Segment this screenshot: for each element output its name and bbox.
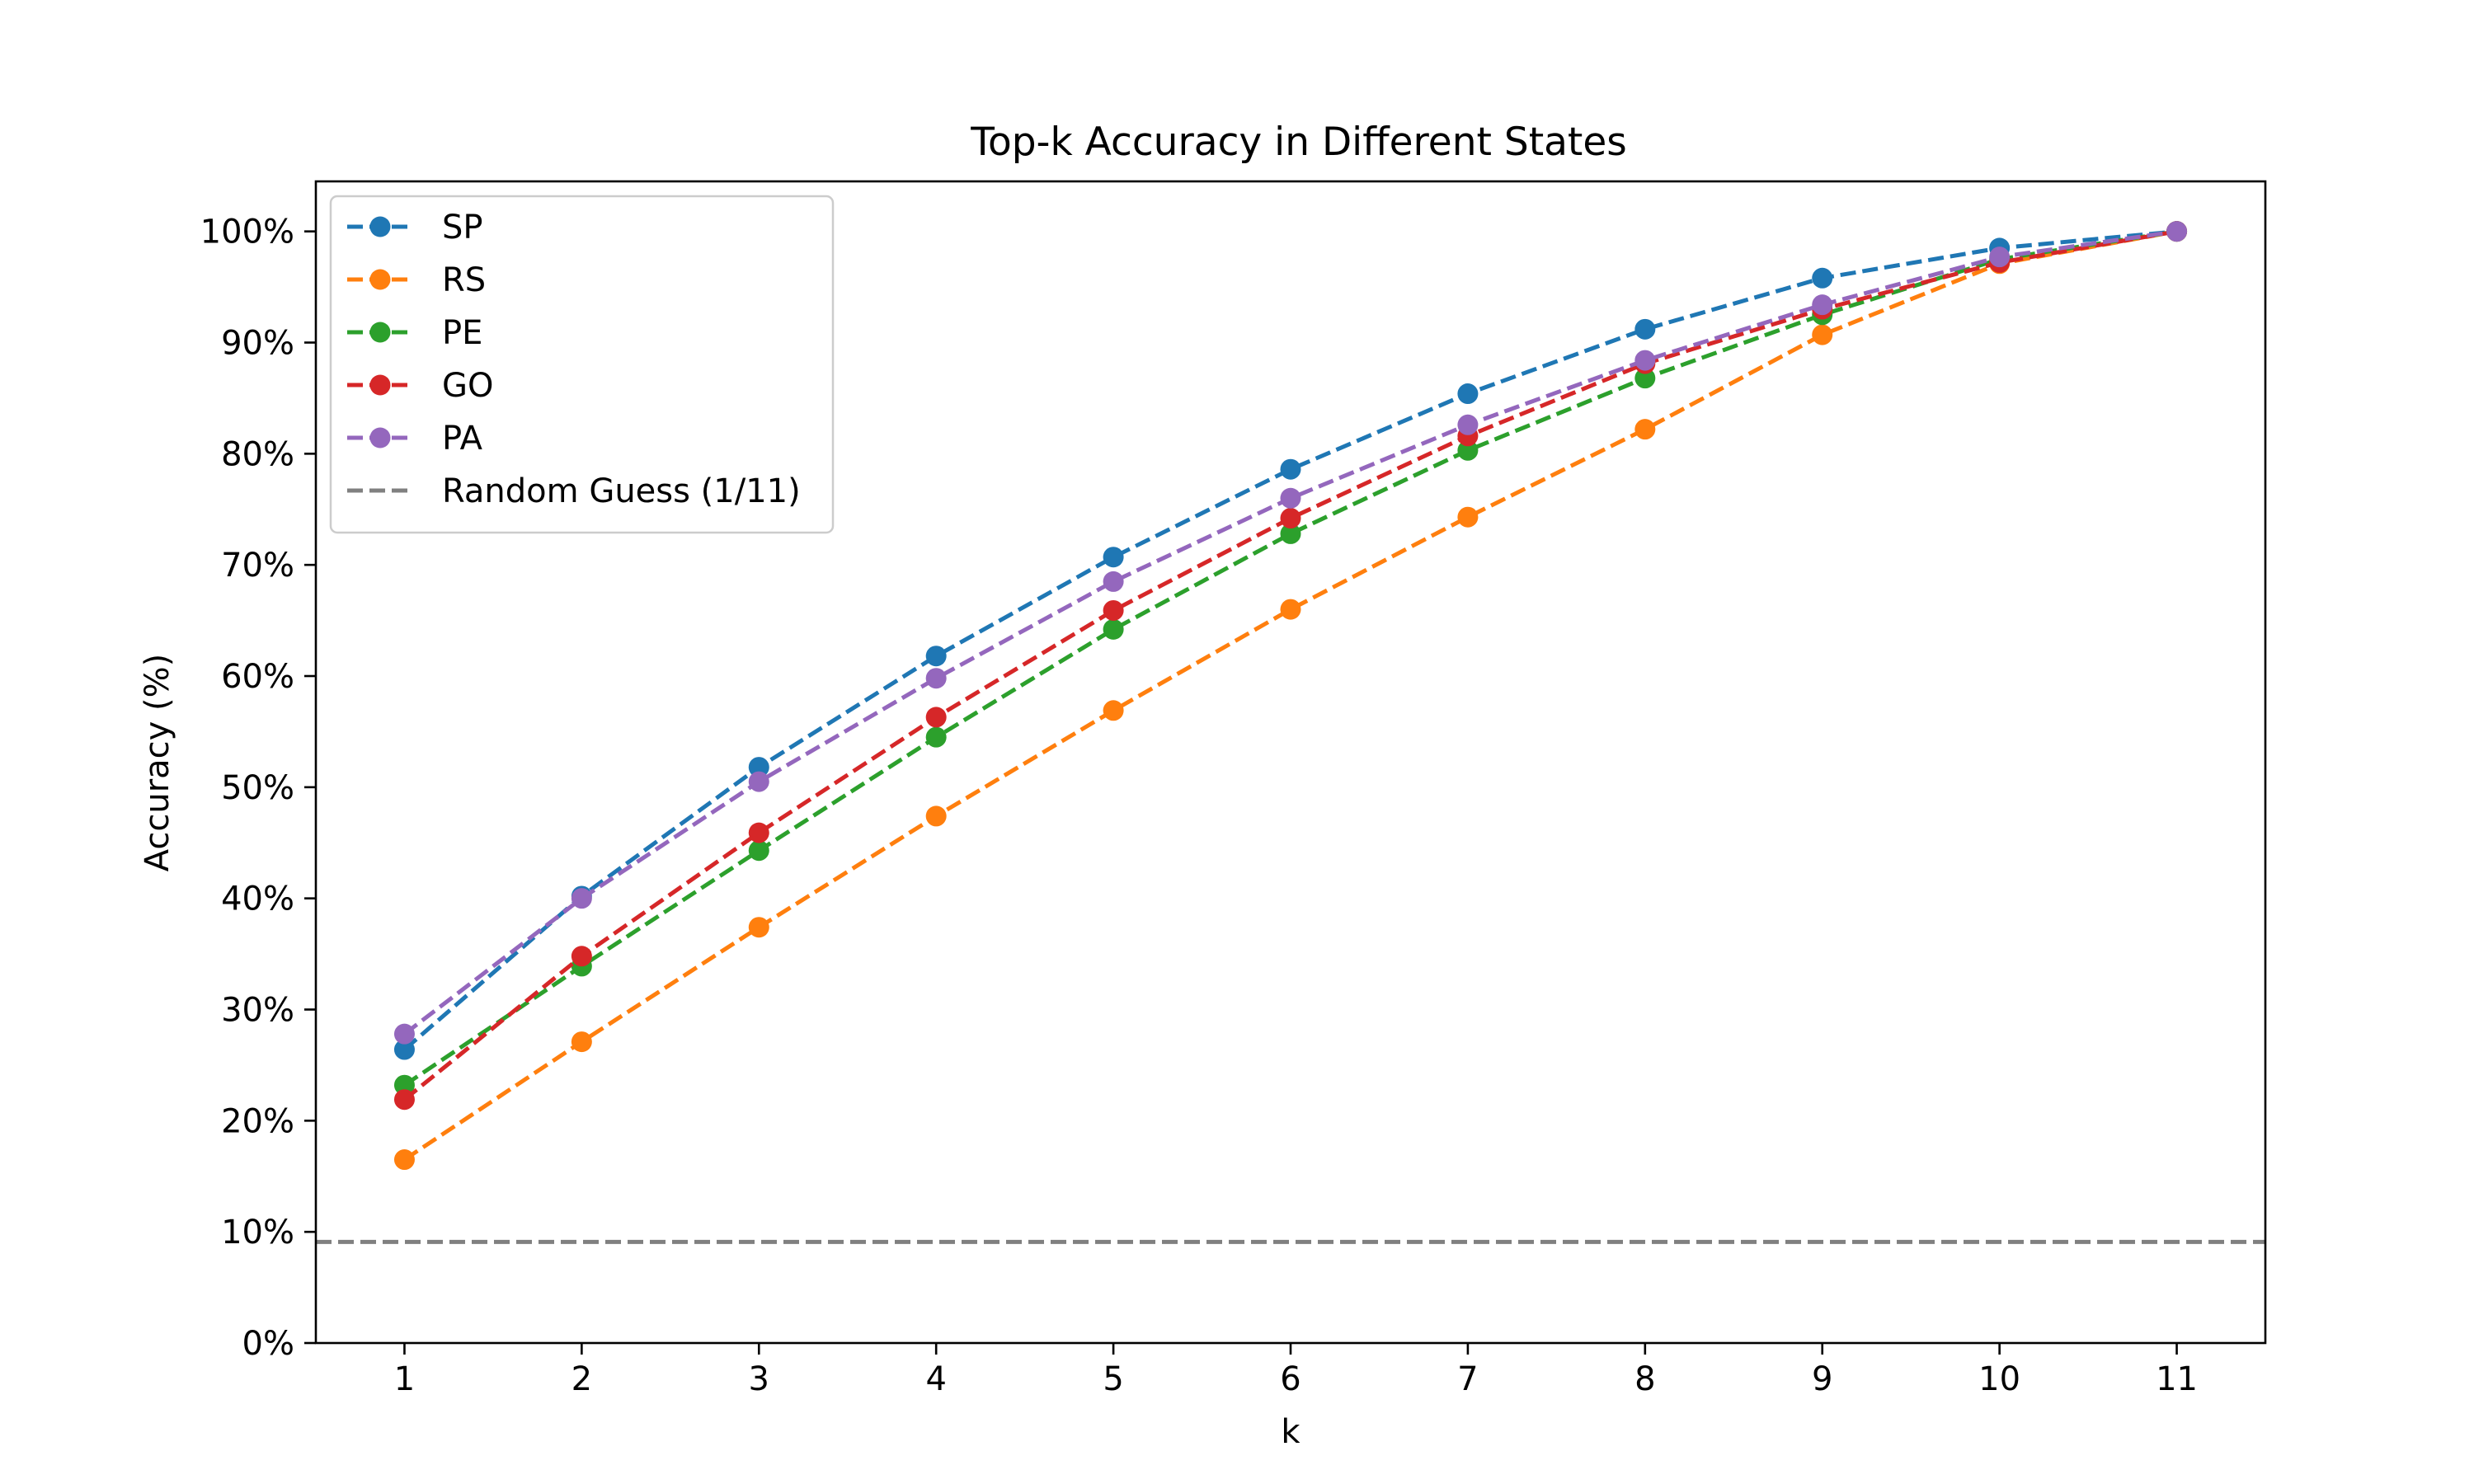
point-pa-k2 xyxy=(571,888,592,909)
point-pa-k4 xyxy=(925,668,947,689)
y-tick-label: 60% xyxy=(221,658,294,696)
y-tick-label: 50% xyxy=(221,769,294,807)
x-tick-label: 1 xyxy=(394,1360,415,1398)
series-line-pe xyxy=(403,229,2177,1087)
point-go-k5 xyxy=(1103,599,1124,621)
point-rs-k7 xyxy=(1457,506,1479,528)
point-pa-k3 xyxy=(748,771,769,792)
legend-marker xyxy=(369,269,391,290)
point-pa-k6 xyxy=(1280,487,1301,509)
series-rs xyxy=(393,221,2188,1171)
legend-label: GO xyxy=(442,367,493,405)
point-rs-k6 xyxy=(1280,599,1301,620)
point-rs-k2 xyxy=(571,1031,592,1053)
series-layer xyxy=(393,221,2188,1171)
point-sp-k8 xyxy=(1634,318,1656,340)
point-sp-k9 xyxy=(1812,267,1833,289)
x-tick-label: 4 xyxy=(925,1360,946,1398)
y-tick-label: 0% xyxy=(242,1325,294,1363)
legend-item-random-guess-1-11: Random Guess (1/11) xyxy=(347,472,801,510)
point-sp-k6 xyxy=(1280,458,1301,480)
x-tick-label: 8 xyxy=(1634,1360,1655,1398)
chart-title: Top-k Accuracy in Different States xyxy=(970,120,1627,165)
y-tick-label: 100% xyxy=(200,214,294,251)
point-rs-k5 xyxy=(1103,700,1124,721)
point-pa-k11 xyxy=(2166,221,2188,242)
legend-label: Random Guess (1/11) xyxy=(442,472,801,510)
legend-label: SP xyxy=(442,209,483,247)
y-tick-label: 10% xyxy=(221,1214,294,1252)
x-tick-label: 7 xyxy=(1457,1360,1478,1398)
point-pe-k8 xyxy=(1634,368,1656,389)
point-rs-k9 xyxy=(1812,324,1833,345)
y-tick-label: 40% xyxy=(221,881,294,918)
legend-label: PA xyxy=(442,420,483,458)
legend-item-pe: PE xyxy=(347,314,482,352)
point-pa-k8 xyxy=(1634,350,1656,371)
point-go-k1 xyxy=(393,1089,415,1111)
legend-marker xyxy=(369,322,391,343)
legend-item-go: GO xyxy=(347,367,493,405)
point-pe-k5 xyxy=(1103,618,1124,640)
point-pa-k7 xyxy=(1457,414,1479,435)
point-pa-k9 xyxy=(1812,294,1833,316)
point-rs-k8 xyxy=(1634,419,1656,440)
point-pe-k3 xyxy=(748,840,769,862)
series-pa xyxy=(393,221,2188,1045)
point-rs-k3 xyxy=(748,917,769,938)
legend-box xyxy=(329,195,835,534)
point-go-k2 xyxy=(571,946,592,967)
x-tick-label: 3 xyxy=(749,1360,769,1398)
point-pe-k6 xyxy=(1280,523,1301,544)
y-tick-label: 80% xyxy=(221,435,294,473)
x-tick-label: 11 xyxy=(2156,1360,2198,1398)
point-go-k4 xyxy=(925,707,947,728)
legend-item-pa: PA xyxy=(347,420,483,458)
point-sp-k3 xyxy=(748,757,769,778)
point-rs-k1 xyxy=(393,1149,415,1171)
point-sp-k7 xyxy=(1457,383,1479,405)
point-pa-k10 xyxy=(1989,247,2011,268)
legend-label: PE xyxy=(442,314,482,352)
x-tick-label: 9 xyxy=(1812,1360,1832,1398)
y-tick-label: 30% xyxy=(221,992,294,1030)
y-axis: 0% 10% 20% 30% 40% 50% 60% 70% 80% 90% 100% xyxy=(200,214,316,1363)
legend-item-rs: RS xyxy=(347,261,486,299)
legend-item-sp: SP xyxy=(347,209,483,247)
x-tick-label: 10 xyxy=(1978,1360,2020,1398)
y-axis-label: Accuracy (%) xyxy=(139,654,176,872)
series-line-sp xyxy=(402,229,2177,1051)
point-sp-k1 xyxy=(393,1039,415,1060)
y-tick-label: 70% xyxy=(221,547,294,585)
legend-marker xyxy=(369,427,391,448)
point-pe-k7 xyxy=(1457,439,1479,461)
x-tick-label: 2 xyxy=(571,1360,592,1398)
point-go-k6 xyxy=(1280,508,1301,529)
x-tick-label: 6 xyxy=(1280,1360,1300,1398)
legend-marker xyxy=(369,216,391,237)
point-sp-k4 xyxy=(925,646,947,667)
x-axis: 1 2 3 4 5 6 7 8 9 10 11 xyxy=(394,1343,2198,1398)
x-axis-label: k xyxy=(1281,1413,1300,1451)
series-line-go xyxy=(402,229,2177,1101)
x-tick-label: 5 xyxy=(1103,1360,1123,1398)
point-pe-k1 xyxy=(393,1074,415,1096)
series-line-rs xyxy=(403,229,2177,1162)
legend-marker xyxy=(369,374,391,396)
legend-label: RS xyxy=(442,261,486,299)
legend: SP RS PE GO PA Random Guess (1/11) xyxy=(329,195,835,534)
point-pa-k1 xyxy=(393,1023,415,1045)
point-rs-k4 xyxy=(925,805,947,827)
y-tick-label: 20% xyxy=(221,1102,294,1140)
point-pe-k4 xyxy=(925,726,947,748)
y-tick-label: 90% xyxy=(221,325,294,363)
point-sp-k5 xyxy=(1103,547,1124,568)
point-pa-k5 xyxy=(1103,571,1124,592)
point-go-k3 xyxy=(748,822,769,843)
